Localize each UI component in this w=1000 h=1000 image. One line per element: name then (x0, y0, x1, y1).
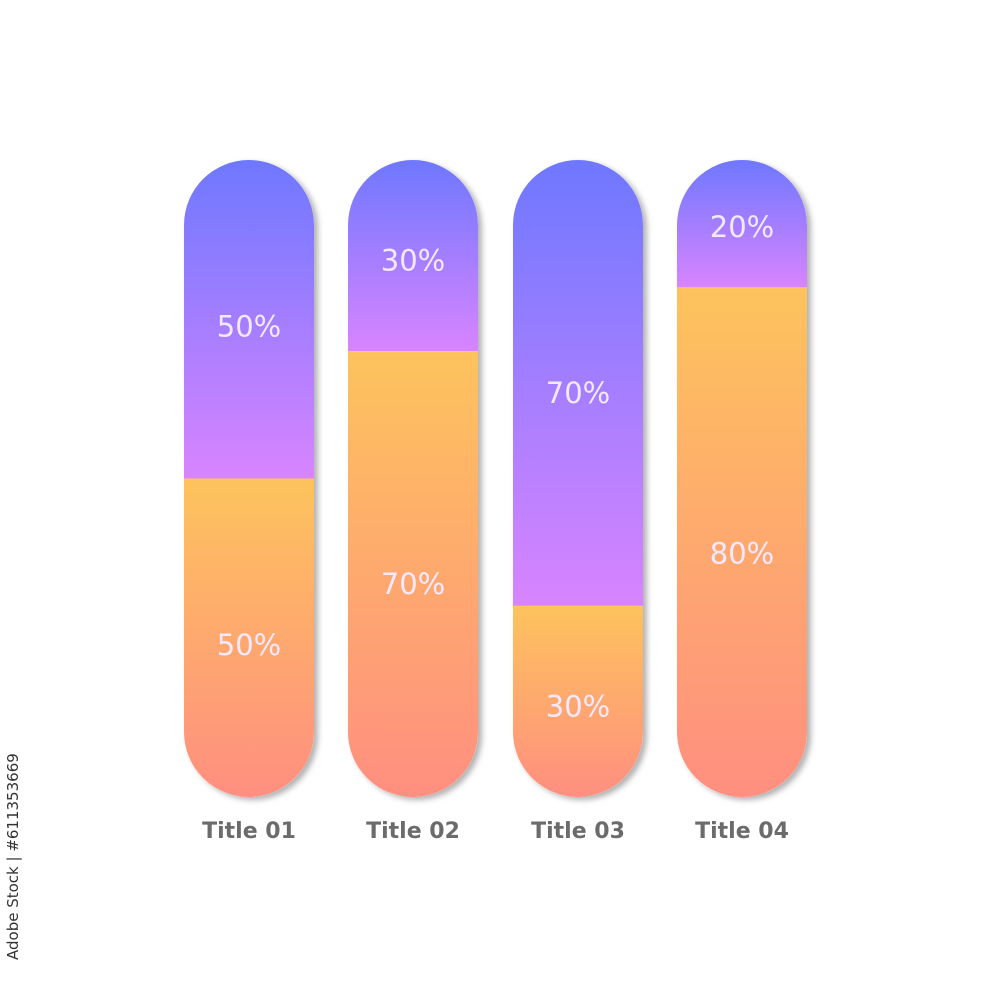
watermark: Adobe Stock | #611353669 (4, 753, 22, 960)
bar-1: 50% 50% (184, 160, 314, 797)
data-label: 30% (546, 689, 610, 723)
bar-segment-top (348, 160, 478, 352)
data-label: 30% (381, 243, 445, 277)
data-label: 80% (710, 536, 774, 570)
bar-segment-bottom (348, 351, 478, 797)
bar-segment-bottom (513, 605, 643, 797)
data-label: 70% (381, 567, 445, 601)
bar-segment-top (184, 160, 314, 479)
category-label: Title 04 (695, 819, 789, 844)
data-label: 50% (217, 310, 281, 344)
category-label: Title 03 (531, 819, 625, 844)
data-label: 50% (217, 628, 281, 662)
category-label: Title 02 (366, 819, 460, 844)
bar-segment-bottom (677, 287, 807, 797)
bar-3: 70% 30% (513, 160, 643, 797)
bar-segment-top (513, 160, 643, 606)
bar-2: 30% 70% (348, 160, 478, 797)
category-label: Title 01 (202, 819, 296, 844)
bar-segment-top (677, 160, 807, 288)
bar-segment-bottom (184, 478, 314, 797)
data-label: 70% (546, 376, 610, 410)
data-label: 20% (710, 210, 774, 244)
bar-4: 20% 80% (677, 160, 807, 797)
